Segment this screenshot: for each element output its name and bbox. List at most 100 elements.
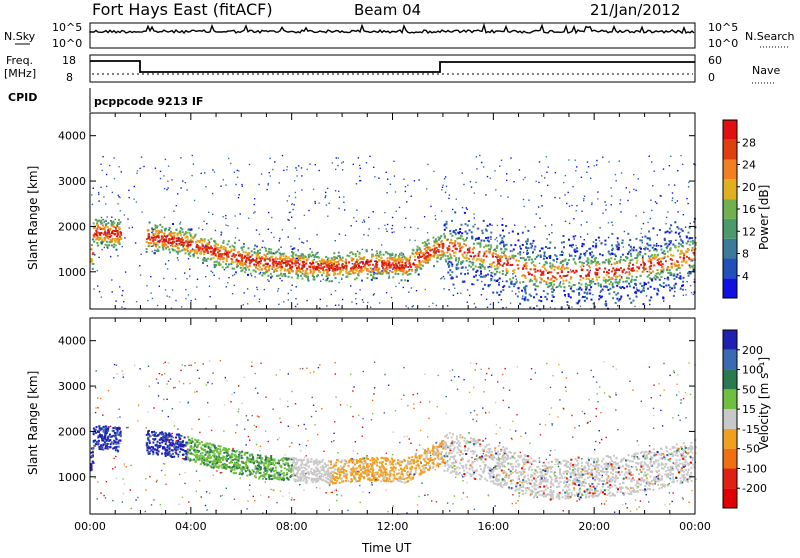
power-point (95, 238, 97, 240)
velocity-point (604, 493, 606, 495)
power-noise-point (232, 275, 233, 276)
power-noise-point (688, 182, 689, 183)
power-point (603, 286, 605, 288)
power-point (346, 265, 348, 267)
power-noise-point (469, 251, 470, 252)
power-noise-point (496, 237, 497, 238)
power-noise-point (170, 245, 171, 246)
power-point (217, 244, 219, 246)
power-noise-point (549, 266, 550, 267)
power-point (460, 237, 462, 239)
power-noise-point (636, 289, 637, 290)
power-point (620, 256, 622, 258)
power-point (609, 288, 611, 290)
power-noise-point (117, 226, 118, 227)
power-noise-point (254, 211, 255, 212)
power-point (242, 265, 244, 267)
power-point (447, 247, 449, 249)
power-point (538, 300, 540, 302)
velocity-point (494, 450, 496, 452)
power-noise-point (386, 192, 387, 193)
power-noise-point (353, 164, 354, 165)
power-point (187, 247, 189, 249)
power-noise-point (690, 285, 691, 286)
power-point (108, 238, 110, 240)
power-noise-point (443, 276, 444, 277)
velocity-point (464, 437, 466, 439)
power-point (519, 282, 521, 284)
power-point (289, 265, 291, 267)
power-noise-point (565, 175, 566, 176)
power-noise-point (259, 299, 260, 300)
velocity-point (591, 483, 593, 485)
power-point (329, 260, 331, 262)
velocity-point (450, 445, 452, 447)
power-noise-point (294, 204, 295, 205)
power-point (429, 249, 431, 251)
power-point (306, 259, 308, 261)
power-noise-point (405, 186, 406, 187)
power-point (178, 232, 180, 234)
power-noise-point (556, 261, 557, 262)
power-noise-point (214, 275, 215, 276)
power-noise-point (256, 287, 257, 288)
power-noise-point (446, 186, 447, 187)
power-noise-point (539, 161, 540, 162)
power-point (204, 258, 206, 260)
power-point (216, 261, 218, 263)
power-noise-point (277, 290, 278, 291)
power-point (314, 256, 316, 258)
power-point (191, 236, 193, 238)
power-point (200, 251, 202, 253)
power-point (310, 269, 312, 271)
power-noise-point (192, 155, 193, 156)
power-noise-point (382, 268, 383, 269)
power-point (622, 281, 624, 283)
power-point (580, 253, 582, 255)
power-point (445, 255, 447, 257)
power-point (573, 236, 575, 238)
power-noise-point (98, 194, 99, 195)
power-point (318, 257, 320, 259)
power-point (159, 224, 161, 226)
velocity-point (684, 459, 686, 461)
power-point (626, 286, 628, 288)
power-point (545, 261, 547, 263)
power-noise-point (621, 297, 622, 298)
power-noise-point (290, 290, 291, 291)
power-noise-point (481, 162, 482, 163)
power-point (207, 258, 209, 260)
power-noise-point (447, 305, 448, 306)
power-point (366, 277, 368, 279)
power-point (596, 274, 598, 276)
power-point (114, 234, 116, 236)
power-noise-point (364, 221, 365, 222)
power-noise-point (677, 170, 678, 171)
power-point (582, 243, 584, 245)
power-point (517, 233, 519, 235)
power-noise-point (436, 252, 437, 253)
power-point (602, 254, 604, 256)
power-noise-point (518, 291, 519, 292)
power-point (571, 271, 573, 273)
power-point (214, 245, 216, 247)
power-noise-point (670, 156, 671, 157)
power-noise-point (608, 222, 609, 223)
power-noise-point (304, 215, 305, 216)
power-point (552, 265, 554, 267)
power-noise-point (369, 156, 370, 157)
power-point (447, 255, 449, 257)
power-point (534, 275, 536, 277)
power-point (663, 282, 665, 284)
power-point (449, 274, 451, 276)
power-point (455, 257, 457, 259)
power-noise-point (299, 238, 300, 239)
power-noise-point (367, 302, 368, 303)
power-point (215, 264, 217, 266)
power-point (638, 252, 640, 254)
power-point (554, 254, 556, 256)
power-point (397, 273, 399, 275)
power-point (248, 257, 250, 259)
velocity-point (639, 489, 641, 491)
